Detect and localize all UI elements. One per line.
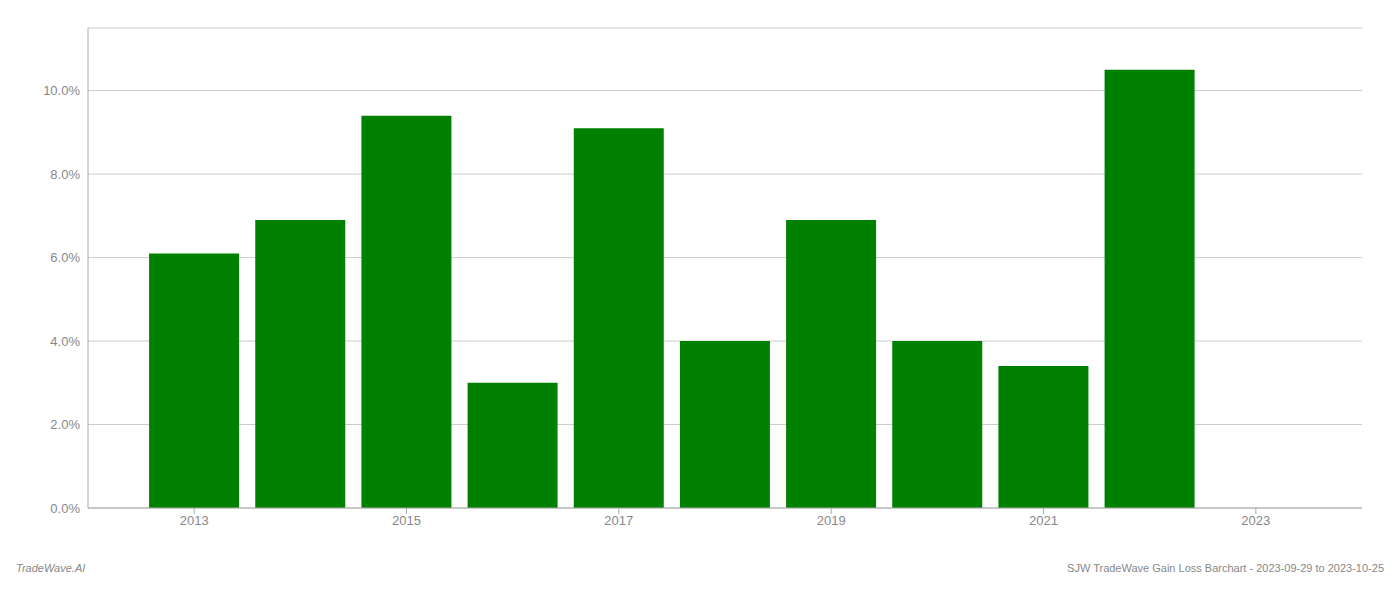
svg-text:2013: 2013 <box>180 513 209 528</box>
svg-text:2021: 2021 <box>1029 513 1058 528</box>
svg-text:2015: 2015 <box>392 513 421 528</box>
html-text:SJW TradeWave Gain Loss Barcha: SJW TradeWave Gain Loss Barchart - 2023-… <box>1067 562 1384 574</box>
svg-text:0.0%: 0.0% <box>50 501 80 516</box>
svg-text:10.0%: 10.0% <box>43 83 80 98</box>
html-text:TradeWave.AI: TradeWave.AI <box>16 562 86 574</box>
svg-text:2.0%: 2.0% <box>50 417 80 432</box>
svg-text:4.0%: 4.0% <box>50 334 80 349</box>
svg-text:2019: 2019 <box>817 513 846 528</box>
svg-text:8.0%: 8.0% <box>50 167 80 182</box>
svg-text:6.0%: 6.0% <box>50 250 80 265</box>
svg-text:2017: 2017 <box>604 513 633 528</box>
svg-text:2023: 2023 <box>1241 513 1270 528</box>
